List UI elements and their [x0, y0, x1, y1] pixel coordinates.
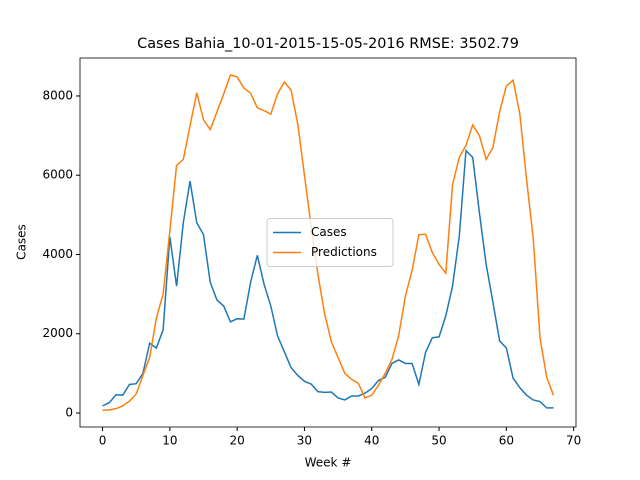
x-tick-label: 30	[297, 434, 312, 448]
x-tick-label: 60	[499, 434, 514, 448]
y-tick-label: 0	[65, 406, 73, 420]
plot-frame	[79, 57, 577, 428]
x-tick-label: 0	[99, 434, 107, 448]
x-tick-label: 20	[230, 434, 245, 448]
legend-box	[266, 218, 394, 267]
x-tick-label: 70	[566, 434, 581, 448]
legend-label: Cases	[311, 225, 347, 239]
y-tick-label: 2000	[42, 326, 73, 340]
x-tick-label: 10	[162, 434, 177, 448]
y-tick-label: 6000	[42, 168, 73, 182]
x-tick-label: 40	[364, 434, 379, 448]
legend-label: Predictions	[311, 245, 377, 259]
series-line	[102, 148, 554, 409]
series-line	[102, 74, 555, 411]
x-axis-label: Week #	[305, 456, 352, 470]
y-tick-label: 4000	[42, 247, 73, 261]
y-tick-label: 8000	[42, 88, 73, 102]
y-axis-label: Cases	[15, 224, 29, 260]
x-tick-label: 50	[431, 434, 446, 448]
chart-title: Cases Bahia_10-01-2015-15-05-2016 RMSE: …	[137, 36, 519, 52]
